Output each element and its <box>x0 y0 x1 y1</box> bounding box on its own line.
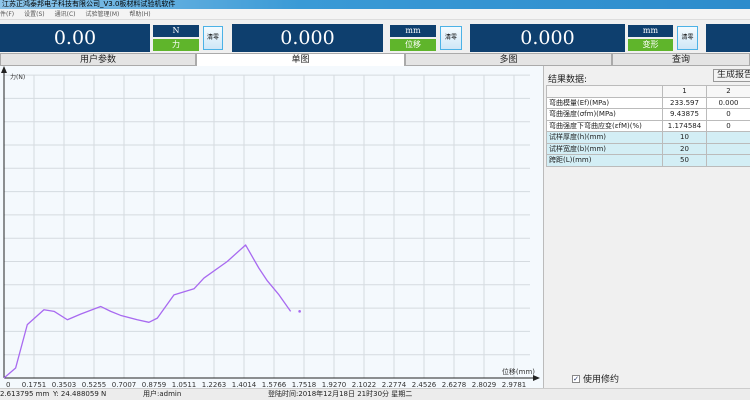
result-row: 试样宽度(b)(mm) 20 <box>546 142 750 155</box>
result-label: 试样宽度(b)(mm) <box>546 142 663 155</box>
x-tick-label: 0.3503 <box>52 381 77 388</box>
result-label: 弯曲强度下弯曲应变(εfM)(%) <box>546 119 663 132</box>
result-row: 弯曲强度下弯曲应变(εfM)(%) 1.174584 0 <box>546 119 750 132</box>
status-login: 登陆时间:2018年12月18日 21时30分 星期二 <box>268 390 413 398</box>
status-bar: 2.613795 mm Y: 24.488059 N 用户:admin 登陆时间… <box>0 388 750 400</box>
use-rounding-option[interactable]: ✓ 使用修约 <box>572 372 619 385</box>
status-user: 用户:admin <box>143 390 182 398</box>
menu-help[interactable]: 帮助(H) <box>129 11 151 18</box>
use-rounding-label: 使用修约 <box>583 375 620 385</box>
x-tick-label: 0.8759 <box>142 381 167 388</box>
y-axis-label: 力(N) <box>10 73 25 81</box>
result-value-2: 0.000 <box>706 96 750 109</box>
y-axis-arrow <box>1 66 7 73</box>
result-row: 跨距(L)(mm) 50 <box>546 154 750 167</box>
result-row: 弯曲强度(σfm)(MPa) 9.43875 0 <box>546 108 750 121</box>
tab-user-params[interactable]: 用户参数 <box>0 53 196 66</box>
result-label: 试样厚度(h)(mm) <box>546 131 663 144</box>
result-value-2 <box>706 142 750 155</box>
menu-test-mgmt[interactable]: 试验管理(M) <box>85 11 120 18</box>
displacement-readout: 0.000 <box>232 24 383 52</box>
x-tick-label: 1.4014 <box>232 381 257 388</box>
menu-settings[interactable]: 设置(S) <box>24 11 45 18</box>
x-tick-label: 0 <box>6 381 10 388</box>
x-axis-label: 位移(mm) <box>502 367 535 376</box>
force-unit: N <box>153 25 199 37</box>
x-tick-label: 1.0511 <box>172 381 197 388</box>
tab-single-chart[interactable]: 单图 <box>196 53 405 66</box>
displacement-unit: mm <box>390 25 436 37</box>
result-value-1: 50 <box>662 154 707 167</box>
status-y: Y: 24.488059 N <box>53 390 107 398</box>
x-tick-label: 2.2774 <box>382 381 407 388</box>
force-displacement-chart: 0 0.1751 0.3503 0.5255 0.7007 0.8759 1.0511 1.2… <box>0 66 543 389</box>
generate-report-button[interactable]: 生成报告 <box>713 69 750 82</box>
x-tick-label: 1.7518 <box>292 381 317 388</box>
result-value-1: 1.174584 <box>662 119 707 132</box>
col-header-2: 2 <box>706 85 750 98</box>
tab-query[interactable]: 查询 <box>612 53 750 66</box>
result-value-1: 9.43875 <box>662 108 707 121</box>
menu-file[interactable]: 件(F) <box>0 11 15 18</box>
displacement-label: 位移 <box>390 39 436 51</box>
result-row: 试样厚度(h)(mm) 10 <box>546 131 750 144</box>
col-header-1: 1 <box>662 85 707 98</box>
result-label: 弯曲强度(σfm)(MPa) <box>546 108 663 121</box>
x-tick-label: 2.6278 <box>442 381 467 388</box>
deformation-unit: mm <box>628 25 673 37</box>
result-label: 弯曲模量(Ef)(MPa) <box>546 96 663 109</box>
result-value-1: 233.597 <box>662 96 707 109</box>
curve-end-marker <box>298 310 301 313</box>
x-tick-label: 1.2263 <box>202 381 227 388</box>
x-tick-label: 2.4526 <box>412 381 437 388</box>
deformation-label: 变形 <box>628 39 673 51</box>
x-tick-label: 0.1751 <box>22 381 47 388</box>
force-zero-button[interactable]: 清零 <box>203 26 223 50</box>
force-curve <box>3 244 292 379</box>
force-readout: 0.00 <box>0 24 150 52</box>
result-value-2 <box>706 154 750 167</box>
menu-bar: 件(F) 设置(S) 通讯(C) 试验管理(M) 帮助(H) <box>0 9 750 20</box>
x-tick-label: 0.5255 <box>82 381 107 388</box>
x-tick-label: 2.8029 <box>472 381 497 388</box>
chart-svg: 0 0.1751 0.3503 0.5255 0.7007 0.8759 1.0511 1.2… <box>1 66 540 389</box>
results-title: 结果数据: <box>548 75 588 85</box>
status-x: 2.613795 mm <box>0 390 50 398</box>
result-value-1: 10 <box>662 131 707 144</box>
x-tick-label: 1.5766 <box>262 381 287 388</box>
result-value-2: 0 <box>706 108 750 121</box>
result-value-2: 0 <box>706 119 750 132</box>
x-axis-arrow <box>533 375 540 381</box>
use-rounding-checkbox[interactable]: ✓ <box>572 374 580 383</box>
result-label: 跨距(L)(mm) <box>546 154 663 167</box>
deformation-readout: 0.000 <box>470 24 625 52</box>
col-header-label <box>546 85 663 98</box>
x-tick-label: 2.1022 <box>352 381 377 388</box>
x-tick-label: 1.9270 <box>322 381 347 388</box>
result-value-2 <box>706 131 750 144</box>
force-label: 力 <box>153 39 199 51</box>
result-row: 弯曲模量(Ef)(MPa) 233.597 0.000 <box>546 96 750 109</box>
displacement-zero-button[interactable]: 清零 <box>440 26 462 50</box>
tab-multi-chart[interactable]: 多图 <box>405 53 612 66</box>
x-tick-label: 0.7007 <box>112 381 137 388</box>
x-tick-label: 2.9781 <box>502 381 527 388</box>
result-value-1: 20 <box>662 142 707 155</box>
window-title: 江苏正鸿泰邦电子科技有限公司_V3.0板材料试验机软件 <box>0 0 750 9</box>
deformation-zero-button[interactable]: 清零 <box>677 26 698 50</box>
menu-comm[interactable]: 通讯(C) <box>54 11 76 18</box>
extra-readout <box>706 24 750 52</box>
